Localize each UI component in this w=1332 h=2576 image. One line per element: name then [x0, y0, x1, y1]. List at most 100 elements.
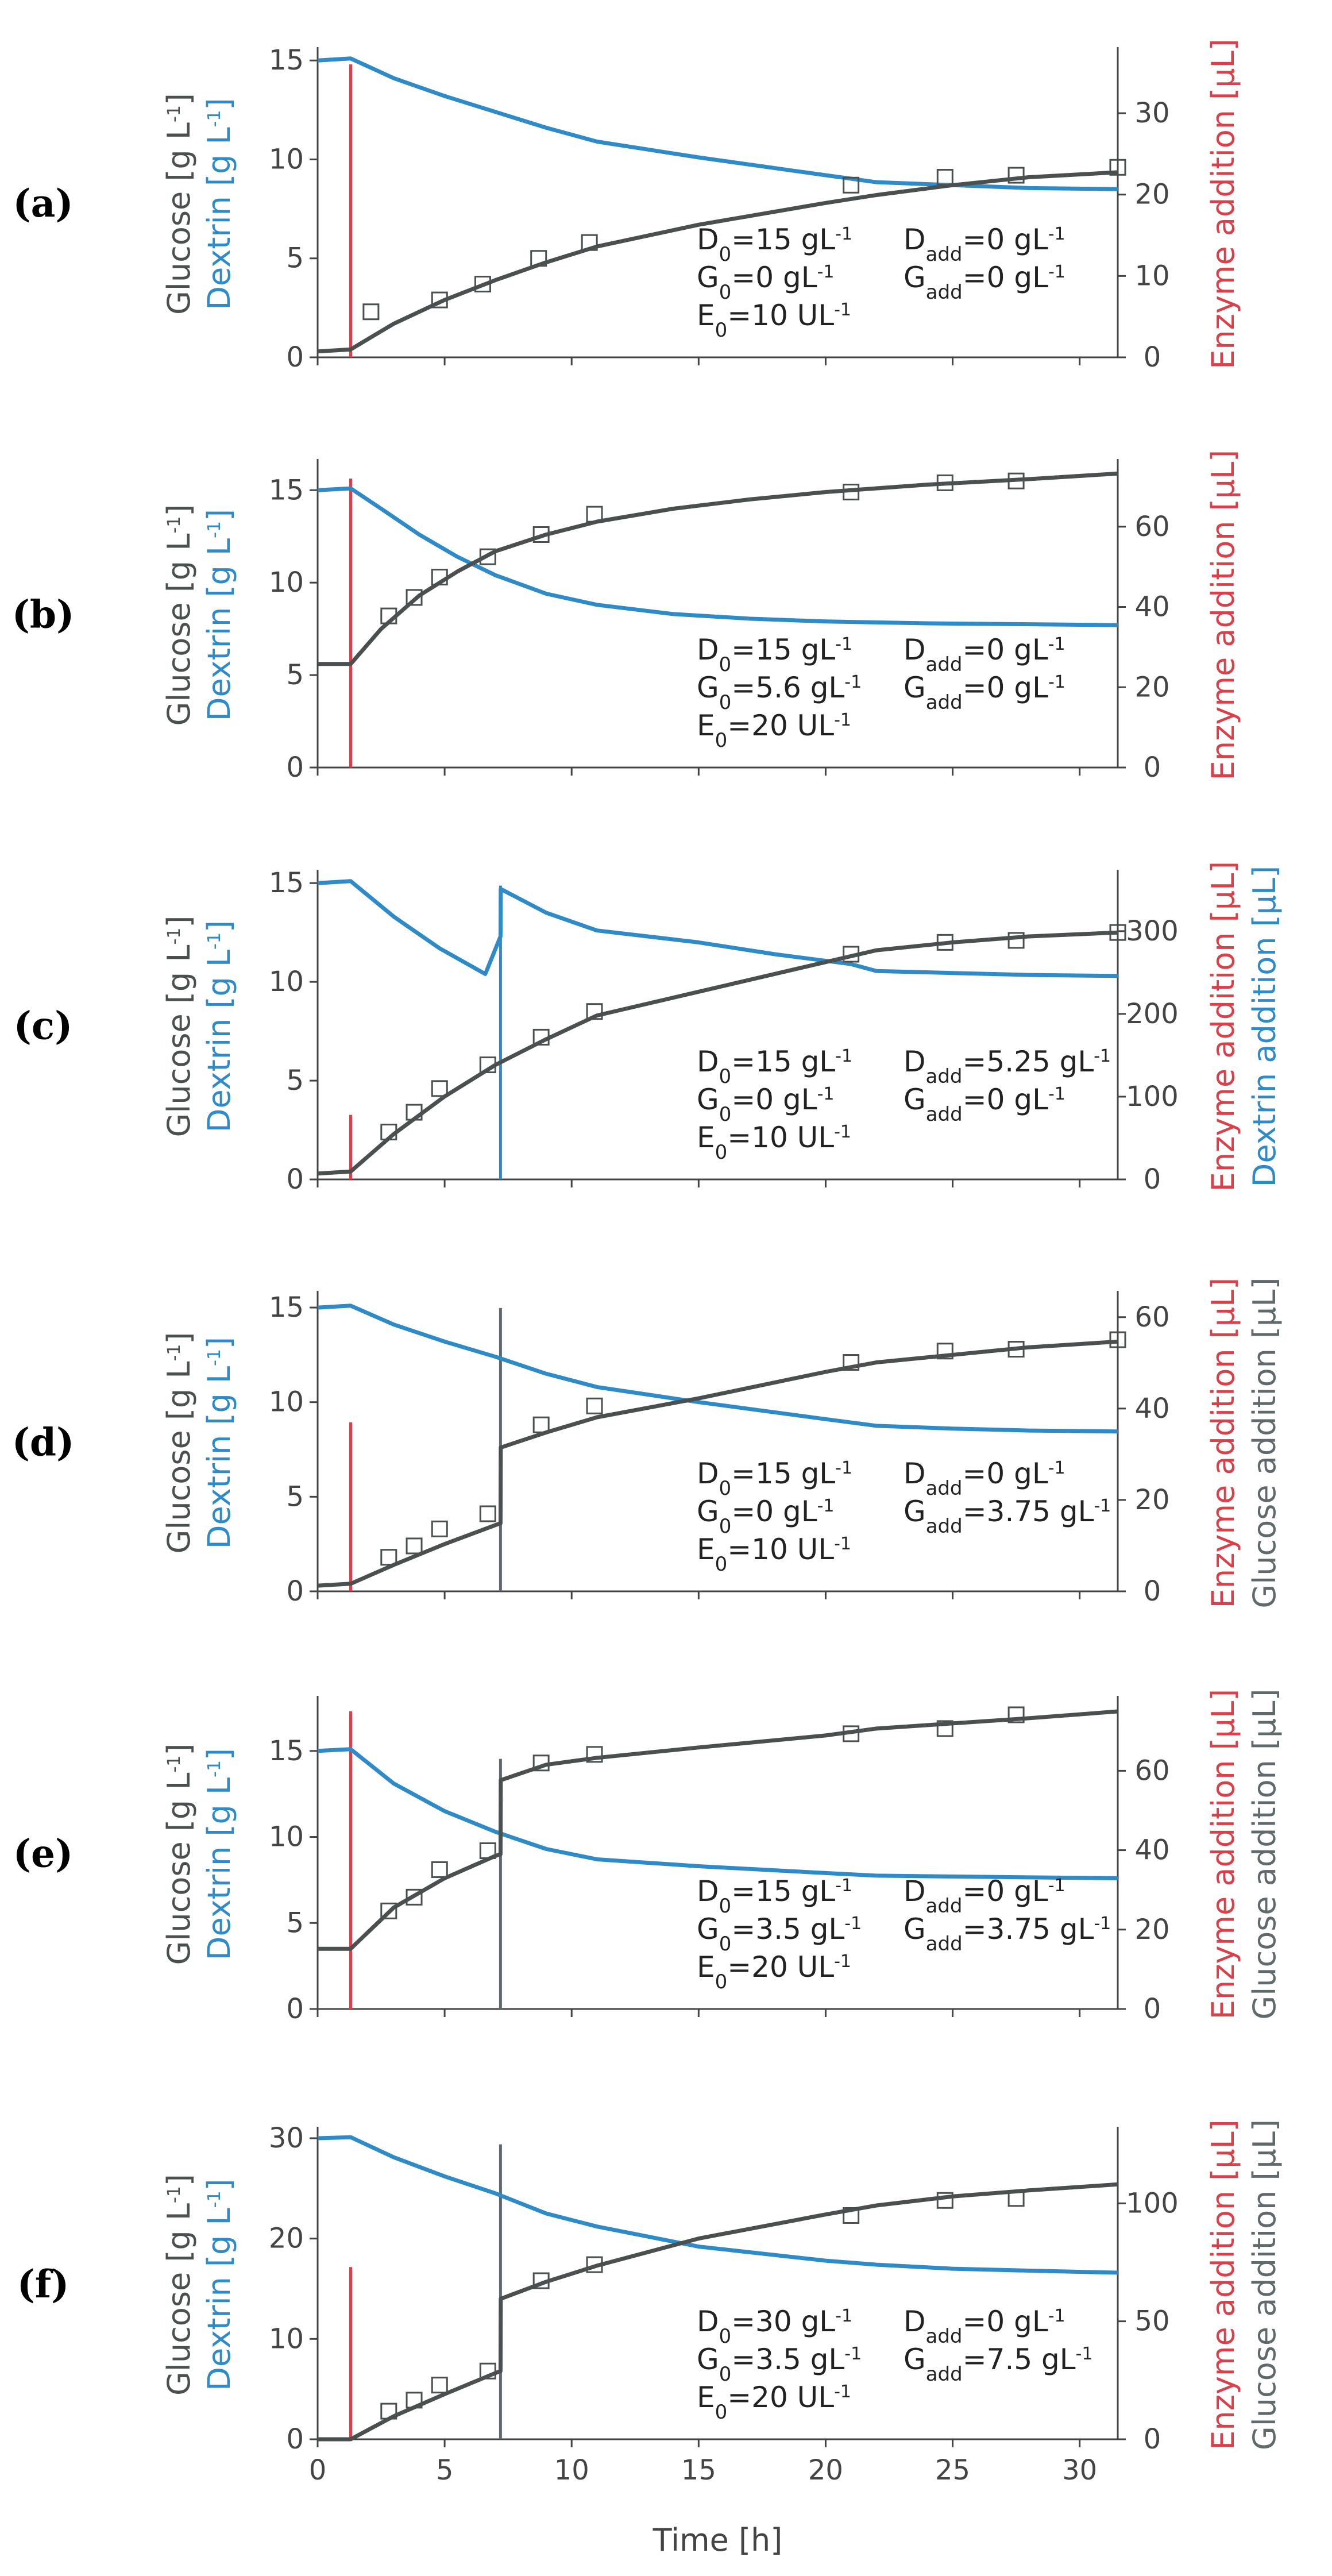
param-dadd: Dadd=5.25 gL-1 [904, 1045, 1111, 1088]
glucose-line [318, 2182, 1118, 2442]
dextrin-line [317, 1304, 1118, 1434]
dextrin-axis-title: Dextrin [g L-1] [201, 1337, 237, 1549]
glucose-data-point [1109, 159, 1126, 176]
dextrin-line [317, 486, 1118, 627]
glucose-axis-title: Glucose [g L-1] [161, 916, 197, 1137]
dextrin-axis-title: Dextrin [g L-1] [201, 1748, 237, 1960]
param-dadd: Dadd=0 gL-1 [904, 633, 1065, 676]
glucose-data-point [431, 1080, 448, 1097]
param-d0: D0=30 gL-1 [697, 2305, 852, 2348]
glucose-data-point [843, 176, 860, 194]
param-g0: G0=0 gL-1 [697, 1083, 835, 1126]
glucose-data-point [406, 1537, 423, 1555]
left-tick-label: 0 [286, 1163, 304, 1196]
x-axis-title: Time [h] [653, 2522, 783, 2558]
glucose-data-point [843, 1354, 860, 1371]
glucose-data-point [380, 2403, 397, 2420]
right-tick-label: 200 [1126, 998, 1179, 1030]
glucose-data-point [431, 2377, 448, 2394]
x-tick-label: 10 [554, 2454, 589, 2486]
glucose-data-point [936, 168, 953, 186]
glucose-data-point [406, 2392, 423, 2409]
glucose-data-point [936, 934, 953, 951]
glucose-addition-axis-title: Glucose addition [µL] [1246, 1688, 1283, 2019]
right-tick-label: 40 [1134, 1393, 1169, 1425]
right-tick-label: 100 [1126, 1081, 1179, 1113]
glucose-data-point [532, 526, 550, 543]
param-dadd: Dadd=0 gL-1 [904, 1457, 1065, 1500]
param-g0: G0=5.6 gL-1 [697, 671, 862, 714]
left-tick-label: 10 [269, 2323, 304, 2355]
left-tick-label: 5 [286, 1065, 304, 1097]
glucose-data-point [479, 1842, 496, 1860]
right-tick-label: 40 [1134, 1834, 1169, 1867]
glucose-data-point [406, 1104, 423, 1121]
glucose-data-point [586, 506, 603, 523]
left-tick-label: 5 [286, 1907, 304, 1939]
glucose-data-point [530, 250, 547, 267]
glucose-data-point [1109, 924, 1126, 941]
left-tick-label: 30 [269, 2122, 304, 2154]
param-g0: G0=0 gL-1 [697, 1495, 835, 1538]
panel-e: (e) 0 5 10 15 0 20 40 60 Glucose [g L-1]Dextrin [… [13, 1688, 1283, 2025]
left-tick-label: 15 [269, 44, 304, 76]
panel-label: (d) [12, 1420, 75, 1465]
panel-a: (a) 0 5 10 15 0 10 20 30 Glucose [g L-1]Dextrin [… [13, 38, 1241, 373]
param-d0: D0=15 gL-1 [697, 1457, 852, 1500]
glucose-data-point [380, 1902, 397, 1919]
left-tick-label: 15 [269, 867, 304, 899]
param-d0: D0=15 gL-1 [697, 1045, 852, 1088]
right-tick-label: 20 [1134, 179, 1169, 211]
right-tick-label: 50 [1134, 2305, 1169, 2338]
dextrin-axis-title: Dextrin [g L-1] [201, 98, 237, 310]
param-gadd: Gadd=3.75 gL-1 [904, 1912, 1111, 1956]
param-gadd: Gadd=7.5 gL-1 [904, 2343, 1093, 2386]
glucose-data-point [479, 2362, 496, 2380]
glucose-line [318, 1709, 1118, 1951]
glucose-data-point [843, 483, 860, 500]
left-tick-label: 0 [286, 1993, 304, 2025]
glucose-data-point [362, 303, 380, 321]
glucose-data-point [431, 291, 448, 308]
glucose-data-point [474, 276, 491, 293]
glucose-addition-axis-title: Glucose addition [µL] [1246, 1277, 1283, 1608]
param-g0: G0=3.5 gL-1 [697, 1912, 862, 1956]
glucose-data-point [532, 1028, 550, 1046]
glucose-axis-title: Glucose [g L-1] [161, 504, 197, 726]
enzyme-axis-title: Enzyme addition [µL] [1205, 1278, 1241, 1608]
glucose-data-point [843, 1725, 860, 1742]
param-e0: E0=20 UL-1 [697, 1950, 851, 1993]
right-tick-label: 0 [1144, 341, 1161, 373]
glucose-axis-title: Glucose [g L-1] [161, 93, 197, 315]
glucose-data-point [431, 1861, 448, 1878]
panel-label: (a) [13, 181, 73, 226]
glucose-axis-title: Glucose [g L-1] [161, 1744, 197, 1965]
dextrin-line [317, 56, 1118, 191]
left-tick-label: 5 [286, 1480, 304, 1513]
glucose-data-point [586, 1746, 603, 1763]
param-e0: E0=10 UL-1 [697, 1533, 851, 1576]
left-tick-label: 10 [269, 566, 304, 599]
glucose-data-point [1007, 932, 1025, 949]
param-d0: D0=15 gL-1 [697, 633, 852, 676]
left-tick-label: 5 [286, 659, 304, 691]
glucose-data-point [936, 474, 953, 491]
right-tick-label: 10 [1134, 260, 1169, 292]
x-tick-label: 0 [309, 2454, 327, 2486]
right-tick-label: 0 [1144, 1993, 1161, 2025]
glucose-data-point [532, 1754, 550, 1772]
left-tick-label: 10 [269, 143, 304, 175]
right-tick-label: 60 [1134, 1301, 1169, 1333]
glucose-data-point [936, 1343, 953, 1360]
glucose-data-point [406, 1888, 423, 1906]
right-tick-label: 0 [1144, 2423, 1161, 2455]
param-e0: E0=20 UL-1 [697, 2381, 851, 2424]
param-g0: G0=0 gL-1 [697, 261, 835, 304]
param-d0: D0=15 gL-1 [697, 1875, 852, 1918]
glucose-data-point [1109, 1331, 1126, 1348]
panel-f: (f) 0 10 20 30 0 50 100 0 5 10 15 20 25 30 Glucose [g L… [17, 2119, 1283, 2486]
glucose-data-point [936, 2192, 953, 2209]
x-tick-label: 15 [681, 2454, 716, 2486]
param-e0: E0=10 UL-1 [697, 299, 851, 342]
